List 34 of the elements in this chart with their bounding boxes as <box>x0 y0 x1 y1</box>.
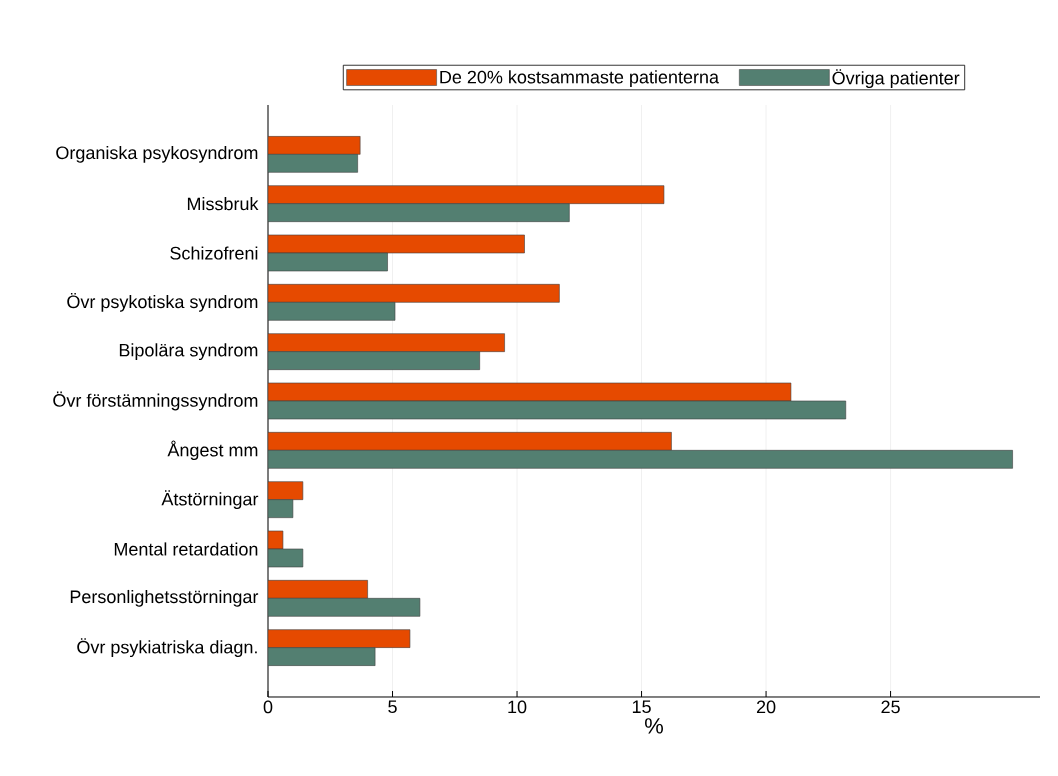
bar <box>268 203 570 222</box>
bar <box>268 136 361 155</box>
bar <box>268 302 396 321</box>
y-tick-label: Ätstörningar <box>161 490 259 510</box>
bar <box>268 432 672 451</box>
legend-label: Övriga patienter <box>832 69 960 89</box>
x-tick-label: 20 <box>756 700 776 714</box>
y-tick-label: Bipolära syndrom <box>119 343 258 361</box>
legend-label: De 20% kostsammaste patienterna <box>440 70 719 88</box>
bar <box>268 154 358 173</box>
bar <box>268 629 411 648</box>
bar <box>268 580 368 599</box>
x-tick-label: 5 <box>388 700 397 714</box>
x-tick-label: 10 <box>508 700 527 714</box>
bar <box>268 450 1013 469</box>
bar <box>268 333 505 352</box>
y-tick-label: Organiska psykosyndrom <box>56 145 258 163</box>
y-tick-label: Schizofreni <box>170 246 258 260</box>
y-tick-label: Ångest mm <box>167 440 258 461</box>
x-axis-title: % <box>645 718 663 734</box>
bar <box>268 351 480 370</box>
bar <box>268 284 560 303</box>
bar <box>268 598 421 617</box>
y-tick-label: Övr förstämningssyndrom <box>53 391 258 411</box>
y-tick-label: Övr psykotiska syndrom <box>67 292 258 312</box>
y-tick-label: Mental retardation <box>114 542 258 556</box>
y-tick-label: Personlighetsstörningar <box>70 589 259 607</box>
bar <box>268 185 665 204</box>
x-tick-label: 0 <box>263 700 273 714</box>
x-tick-label: 15 <box>632 700 651 714</box>
y-tick-label: Missbruk <box>187 197 259 211</box>
x-tick-label: 25 <box>881 700 900 714</box>
bar <box>268 647 376 666</box>
y-tick-label: Övr psykiatriska diagn. <box>77 638 257 658</box>
